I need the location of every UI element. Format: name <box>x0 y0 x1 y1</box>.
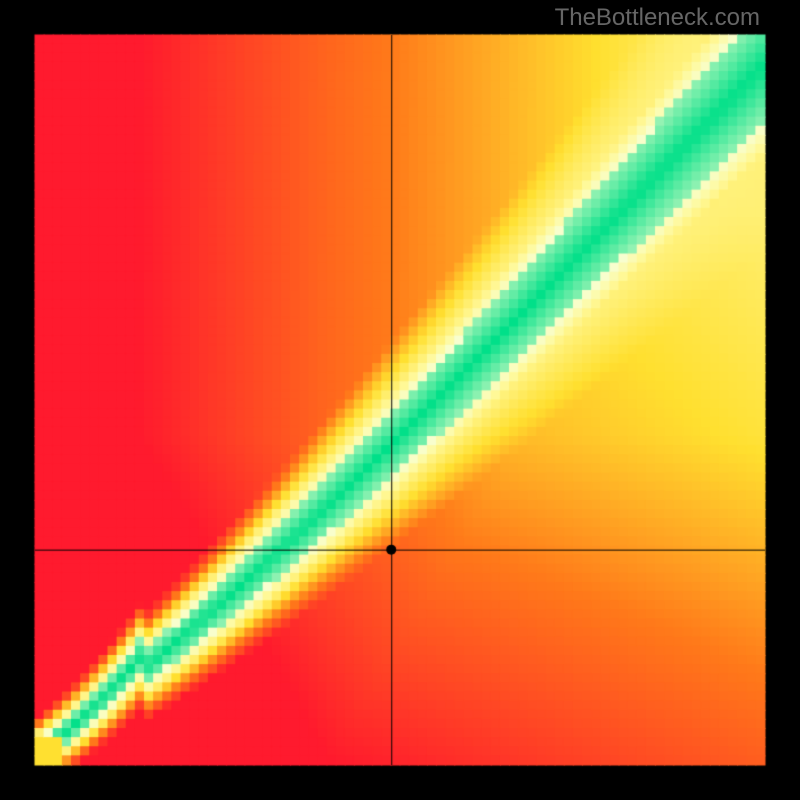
bottleneck-heatmap <box>0 0 800 800</box>
chart-container: TheBottleneck.com <box>0 0 800 800</box>
watermark-text: TheBottleneck.com <box>555 4 760 32</box>
